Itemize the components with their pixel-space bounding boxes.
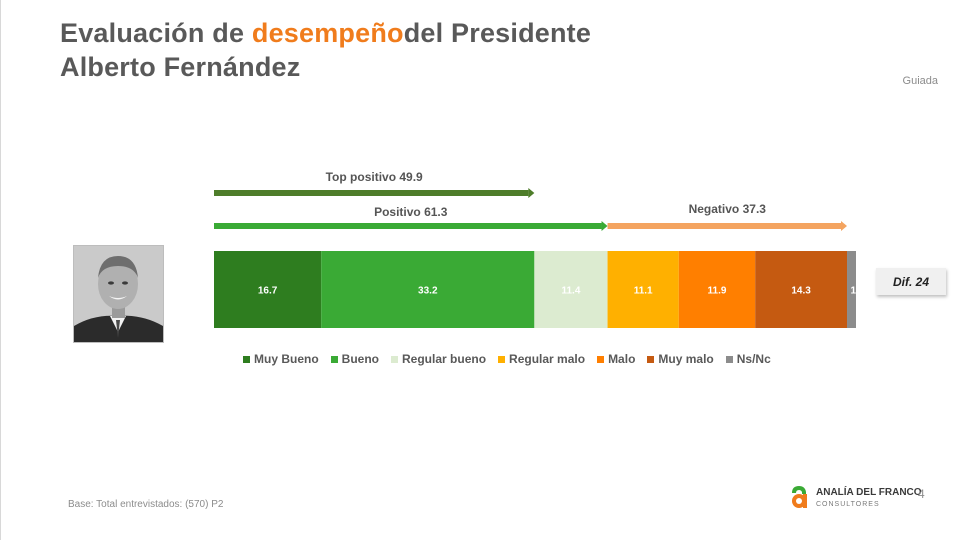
bar-segment-muy-bueno <box>214 251 322 328</box>
bracket-arrow-negativo-37-3 <box>841 221 848 231</box>
legend-label-ns-nc: Ns/Nc <box>736 352 771 366</box>
legend-label-bueno: Bueno <box>341 352 380 366</box>
page-number: 4 <box>918 487 925 501</box>
title-part1: Evaluación de <box>60 18 252 48</box>
logo-company-subtitle: CONSULTORES <box>816 501 880 508</box>
legend-item-ns-nc: Ns/Nc <box>725 352 771 366</box>
bracket-label-positivo-61-3: Positivo 61.3 <box>374 205 448 219</box>
legend-swatch-bueno <box>330 355 338 363</box>
bar-segment-regular-malo <box>607 251 679 328</box>
bar-segment-ns-nc <box>847 251 856 328</box>
bracket-arrow-top-positivo-49-9 <box>528 188 535 198</box>
title-line2: Alberto Fernández <box>60 52 301 82</box>
slide-left-border <box>0 0 1 540</box>
data-label-ns-nc: 1.4 <box>851 286 865 297</box>
data-label-muy-bueno: 16.7 <box>258 286 278 297</box>
bar-segment-bueno <box>321 251 535 328</box>
data-label-regular-bueno: 11.4 <box>561 286 580 297</box>
legend-label-regular-malo: Regular malo <box>509 352 586 366</box>
president-photo <box>73 245 164 343</box>
legend-swatch-ns-nc <box>725 355 733 363</box>
legend-item-regular-bueno: Regular bueno <box>391 352 486 366</box>
legend-item-bueno: Bueno <box>330 352 380 366</box>
data-label-regular-malo: 11.1 <box>634 286 653 297</box>
data-label-malo: 11.9 <box>708 286 727 297</box>
legend-swatch-muy-bueno <box>243 355 250 363</box>
chart-legend: Muy Bueno Bueno Regular bueno Regular malo M… <box>243 351 783 367</box>
legend-label-muy-malo: Muy malo <box>658 352 714 366</box>
company-logo: ANALÍA DEL FRANCO CONSULTORES <box>788 484 922 514</box>
title-part2: del Presidente <box>403 18 592 48</box>
bracket-label-negativo-37-3: Negativo 37.3 <box>689 202 767 216</box>
page-title: Evaluación de desempeñodel Presidente Al… <box>60 16 591 84</box>
bracket-label-top-positivo-49-9: Top positivo 49.9 <box>326 170 423 184</box>
logo-mark-icon <box>792 486 807 508</box>
bracket-bar-positivo-61-3 <box>214 223 602 229</box>
legend-item-malo: Malo <box>597 352 635 366</box>
bracket-bar-top-positivo-49-9 <box>214 190 529 196</box>
data-label-bueno: 33.2 <box>418 286 438 297</box>
portrait-image <box>74 246 163 342</box>
legend-swatch-regular-malo <box>498 355 506 363</box>
logo-company-name: ANALÍA DEL FRANCO <box>816 487 922 498</box>
bar-segment-muy-malo <box>755 251 848 328</box>
legend-swatch-regular-bueno <box>391 355 399 363</box>
difference-badge: Dif. 24 <box>876 268 946 295</box>
guided-tag: Guiada <box>902 75 938 87</box>
legend-label-regular-bueno: Regular bueno <box>402 352 487 366</box>
legend-swatch-malo <box>597 355 605 363</box>
base-footnote: Base: Total entrevistados: (570) P2 <box>68 499 224 510</box>
bar-segment-malo <box>678 251 756 328</box>
legend-item-muy-bueno: Muy Bueno <box>243 352 319 366</box>
bracket-bar-negativo-37-3 <box>607 223 842 229</box>
legend-label-malo: Malo <box>608 352 636 366</box>
data-label-muy-malo: 14.3 <box>791 286 811 297</box>
title-accent: desempeño <box>251 18 404 48</box>
legend-item-regular-malo: Regular malo <box>498 352 585 366</box>
legend-label-muy-bueno: Muy Bueno <box>254 352 319 366</box>
bracket-arrow-positivo-61-3 <box>601 221 608 231</box>
bar-segment-regular-bueno <box>534 251 608 328</box>
legend-swatch-muy-malo <box>647 355 655 363</box>
legend-item-muy-malo: Muy malo <box>647 352 714 366</box>
